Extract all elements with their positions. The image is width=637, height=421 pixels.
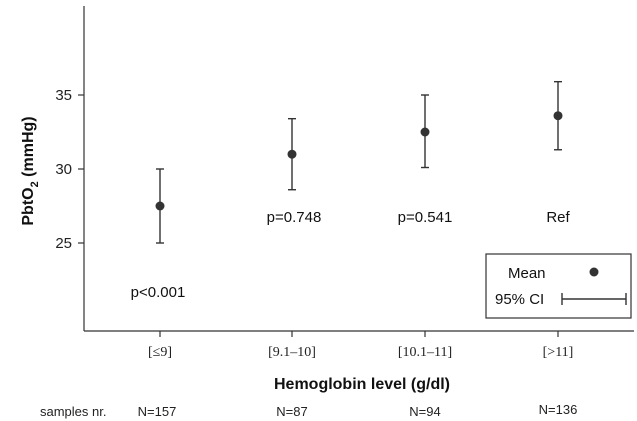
x-tick-label: [9.1–10] bbox=[268, 345, 316, 360]
y-tick-label: 35 bbox=[55, 87, 72, 104]
legend-mean-marker bbox=[589, 267, 599, 277]
mean-point bbox=[287, 149, 297, 159]
mean-point bbox=[553, 111, 563, 121]
sample-count: N=94 bbox=[409, 404, 440, 419]
p-value-label: p=0.541 bbox=[398, 209, 453, 226]
samples-label: samples nr. bbox=[40, 404, 106, 419]
x-ticks: [≤9] [9.1–10] [10.1–11] [>11] bbox=[148, 331, 573, 360]
mean-point bbox=[155, 201, 165, 211]
y-axis-title-main: PbtO bbox=[20, 187, 37, 225]
y-axis-title-subscript: 2 bbox=[29, 181, 41, 187]
y-tick-label: 30 bbox=[55, 161, 72, 178]
p-value-label: Ref bbox=[546, 209, 570, 226]
legend-ci-label: 95% CI bbox=[495, 291, 544, 308]
p-value-label: p<0.001 bbox=[131, 284, 186, 301]
y-ticks: 25 30 35 bbox=[55, 87, 84, 252]
sample-count: N=87 bbox=[276, 404, 307, 419]
mean-point bbox=[420, 127, 430, 137]
data-marks bbox=[155, 80, 563, 244]
sample-count: N=136 bbox=[539, 402, 578, 417]
y-axis-title-unit: (mmHg) bbox=[20, 116, 37, 181]
x-tick-label: [≤9] bbox=[148, 345, 172, 360]
y-axis-title: PbtO2 (mmHg) bbox=[20, 116, 41, 225]
p-value-label: p=0.748 bbox=[267, 209, 322, 226]
legend: Mean 95% CI bbox=[485, 253, 632, 319]
x-tick-label: [>11] bbox=[543, 345, 574, 360]
p-value-annotations: p<0.001 p=0.748 p=0.541 Ref bbox=[131, 209, 571, 301]
y-tick-label: 25 bbox=[55, 235, 72, 252]
x-tick-label: [10.1–11] bbox=[398, 345, 452, 360]
legend-mean-label: Mean bbox=[508, 265, 546, 282]
samples-counts: N=157 N=87 N=94 N=136 bbox=[138, 402, 578, 419]
legend-box bbox=[485, 253, 632, 319]
sample-count: N=157 bbox=[138, 404, 177, 419]
x-axis-title: Hemoglobin level (g/dl) bbox=[274, 376, 450, 393]
